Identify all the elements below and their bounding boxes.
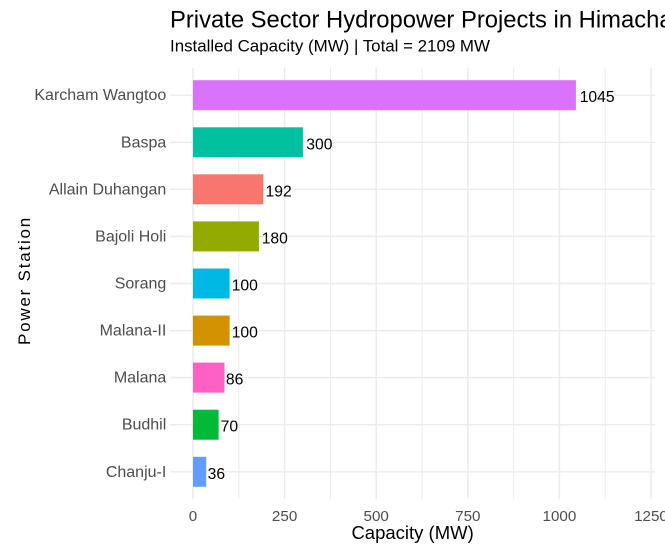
svg-text:300: 300 — [306, 136, 332, 153]
svg-text:36: 36 — [208, 466, 226, 483]
svg-text:250: 250 — [272, 508, 297, 525]
svg-text:Baspa: Baspa — [121, 134, 166, 151]
svg-text:Private Sector Hydropower Proj: Private Sector Hydropower Projects in Hi… — [170, 7, 665, 34]
svg-text:1000: 1000 — [543, 508, 577, 525]
svg-text:Budhil: Budhil — [122, 417, 166, 434]
svg-text:Sorang: Sorang — [115, 276, 167, 293]
svg-text:Capacity (MW): Capacity (MW) — [351, 522, 473, 543]
svg-text:Chanju-I: Chanju-I — [106, 464, 166, 481]
svg-text:70: 70 — [221, 419, 239, 436]
svg-text:1045: 1045 — [580, 89, 615, 106]
svg-text:180: 180 — [262, 230, 288, 247]
svg-text:100: 100 — [232, 278, 258, 295]
svg-text:1250: 1250 — [634, 508, 665, 525]
svg-text:192: 192 — [266, 183, 292, 200]
svg-text:Installed Capacity (MW) | Tota: Installed Capacity (MW) | Total = 2109 M… — [170, 37, 490, 56]
svg-text:Power Station: Power Station — [15, 216, 34, 345]
svg-text:86: 86 — [226, 372, 244, 389]
svg-text:Malana-II: Malana-II — [100, 323, 167, 340]
svg-text:Bajoli Holi: Bajoli Holi — [95, 228, 166, 245]
svg-text:100: 100 — [232, 325, 258, 342]
svg-text:Karcham Wangtoo: Karcham Wangtoo — [34, 87, 166, 104]
svg-text:500: 500 — [364, 508, 389, 525]
svg-text:750: 750 — [455, 508, 480, 525]
svg-text:Malana: Malana — [114, 370, 167, 387]
svg-text:0: 0 — [189, 508, 197, 525]
svg-text:Allain Duhangan: Allain Duhangan — [49, 181, 166, 198]
